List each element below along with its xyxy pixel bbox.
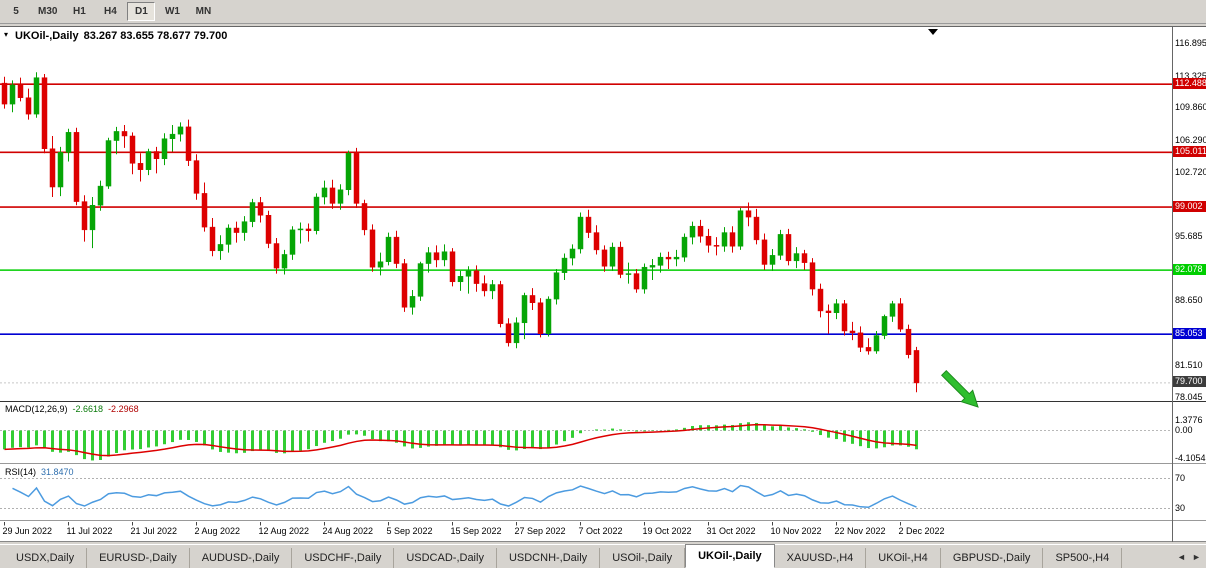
chart-tab-AUDUSD-Daily[interactable]: AUDUSD-,Daily [190, 548, 293, 568]
macd-signal-line [4, 423, 917, 457]
tabs-scroll-right-button[interactable]: ► [1192, 551, 1201, 562]
chart-tab-USOil-Daily[interactable]: USOil-,Daily [600, 548, 686, 568]
chart-tab-EURUSD-Daily[interactable]: EURUSD-,Daily [87, 548, 190, 568]
sell-arrow-annotation[interactable] [940, 369, 979, 408]
chart-tab-USDCHF-Daily[interactable]: USDCHF-,Daily [292, 548, 395, 568]
timeframe-toolbar: 5 M30 H1 H4 D1 W1 MN [0, 0, 1206, 24]
rsi-line [12, 484, 917, 509]
chart-tab-USDCNH-Daily[interactable]: USDCNH-,Daily [497, 548, 601, 568]
price-chart-canvas[interactable] [0, 27, 1206, 542]
timeframe-button-5[interactable]: 5 [13, 6, 19, 17]
candles-series [1, 72, 920, 393]
chart-tab-SP500-H4[interactable]: SP500-,H4 [1043, 548, 1123, 568]
timeframe-button-D1[interactable]: D1 [127, 2, 156, 21]
chart-window[interactable] [0, 26, 1206, 542]
macd-histogram [3, 422, 918, 461]
chart-tab-USDCAD-Daily[interactable]: USDCAD-,Daily [394, 548, 497, 568]
tabs-scroll-left-button[interactable]: ◄ [1177, 551, 1186, 562]
chart-tab-UKOil-H4[interactable]: UKOil-,H4 [866, 548, 941, 568]
timeframe-button-M30[interactable]: M30 [38, 6, 58, 17]
chart-tab-XAUUSD-H4[interactable]: XAUUSD-,H4 [775, 548, 867, 568]
timeframe-button-MN[interactable]: MN [195, 6, 212, 17]
chart-tab-USDX-Daily[interactable]: USDX,Daily [4, 548, 88, 568]
chart-tab-GBPUSD-Daily[interactable]: GBPUSD-,Daily [941, 548, 1044, 568]
level-lines[interactable] [0, 83, 1172, 335]
timeframe-button-H4[interactable]: H4 [104, 6, 117, 17]
timeframe-button-W1[interactable]: W1 [164, 6, 180, 17]
chart-tab-UKOil-Daily[interactable]: UKOil-,Daily [685, 544, 775, 568]
tab-scroll-buttons: ◄ ► [1174, 545, 1206, 568]
chart-tabs-bar: USDX,Daily EURUSD-,Daily AUDUSD-,Daily USDC… [0, 544, 1206, 568]
timeframe-button-H1[interactable]: H1 [73, 6, 86, 17]
chart-shift-marker-icon[interactable] [928, 29, 938, 35]
